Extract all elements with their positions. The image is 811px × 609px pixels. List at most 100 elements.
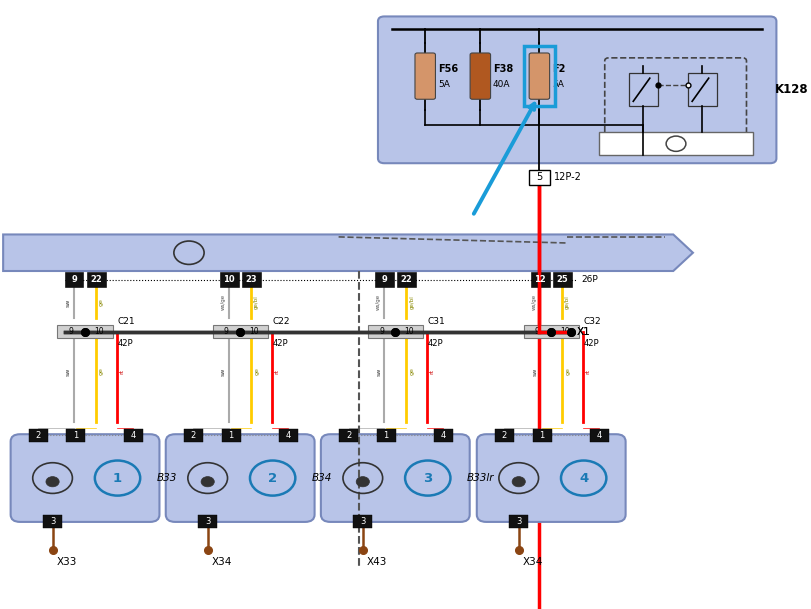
Text: 40A: 40A xyxy=(493,80,510,89)
Text: 9: 9 xyxy=(224,327,229,336)
Text: 10: 10 xyxy=(404,327,414,336)
Bar xyxy=(375,272,393,287)
Bar xyxy=(279,429,298,442)
Text: 10: 10 xyxy=(223,275,235,284)
Text: 2: 2 xyxy=(191,431,196,440)
Text: 1: 1 xyxy=(229,431,234,440)
Text: ge: ge xyxy=(565,368,570,375)
Text: 42P: 42P xyxy=(427,339,443,348)
Text: ge: ge xyxy=(99,368,104,375)
Text: C22: C22 xyxy=(272,317,290,326)
Text: 5: 5 xyxy=(536,172,543,181)
Circle shape xyxy=(356,477,370,487)
Text: X34: X34 xyxy=(522,557,543,567)
Text: 2: 2 xyxy=(502,431,507,440)
Bar xyxy=(123,429,143,442)
Text: rt: rt xyxy=(275,369,280,374)
Text: 4: 4 xyxy=(285,431,291,440)
Bar xyxy=(524,46,556,106)
Text: 3: 3 xyxy=(516,517,521,526)
Text: ws/ge: ws/ge xyxy=(221,294,226,311)
FancyBboxPatch shape xyxy=(165,434,315,522)
FancyBboxPatch shape xyxy=(321,434,470,522)
Text: K128: K128 xyxy=(775,83,809,96)
Text: 1: 1 xyxy=(113,471,122,485)
Text: sw: sw xyxy=(532,367,537,376)
Text: C31: C31 xyxy=(427,317,445,326)
Text: sw: sw xyxy=(66,298,71,306)
Bar xyxy=(198,515,217,528)
Bar xyxy=(590,429,609,442)
Text: sw: sw xyxy=(66,367,71,376)
FancyBboxPatch shape xyxy=(378,16,776,163)
Text: ge/bl: ge/bl xyxy=(254,295,260,309)
Text: ge: ge xyxy=(99,298,104,306)
Text: rt: rt xyxy=(586,369,590,374)
Text: 1: 1 xyxy=(539,431,545,440)
Text: 23: 23 xyxy=(246,275,257,284)
Text: 42P: 42P xyxy=(583,339,599,348)
Bar xyxy=(58,325,113,338)
Text: C32: C32 xyxy=(583,317,601,326)
FancyBboxPatch shape xyxy=(470,53,491,99)
Text: 9: 9 xyxy=(71,275,77,284)
Bar xyxy=(553,272,572,287)
Text: 5A: 5A xyxy=(438,80,449,89)
Text: 22: 22 xyxy=(90,275,102,284)
Text: 12: 12 xyxy=(534,275,546,284)
Text: F38: F38 xyxy=(493,64,513,74)
Bar xyxy=(689,72,717,105)
Text: B33lr: B33lr xyxy=(466,473,494,483)
Text: ws/ge: ws/ge xyxy=(376,294,381,311)
Text: ws/ge: ws/ge xyxy=(532,294,537,311)
Bar xyxy=(434,429,453,442)
Circle shape xyxy=(46,477,59,487)
Bar xyxy=(599,132,753,155)
Bar xyxy=(184,429,203,442)
Text: X34: X34 xyxy=(212,557,232,567)
Text: 9: 9 xyxy=(535,327,540,336)
FancyBboxPatch shape xyxy=(477,434,625,522)
Text: 4: 4 xyxy=(440,431,446,440)
Polygon shape xyxy=(3,234,693,271)
Bar xyxy=(524,325,579,338)
Bar xyxy=(530,272,550,287)
Bar xyxy=(67,429,85,442)
Text: 2: 2 xyxy=(346,431,351,440)
Text: ge/bl: ge/bl xyxy=(565,295,570,309)
Text: 42P: 42P xyxy=(272,339,288,348)
Bar xyxy=(509,515,528,528)
Text: 3: 3 xyxy=(205,517,210,526)
Text: X1: X1 xyxy=(577,327,591,337)
Bar xyxy=(212,325,268,338)
Text: 25: 25 xyxy=(556,275,568,284)
Text: 2: 2 xyxy=(36,431,41,440)
Text: F2: F2 xyxy=(552,64,565,74)
Bar xyxy=(242,272,260,287)
Text: ge/bl: ge/bl xyxy=(410,295,414,309)
Bar xyxy=(529,170,550,185)
Text: 2: 2 xyxy=(268,471,277,485)
Bar xyxy=(221,429,241,442)
Bar xyxy=(65,272,84,287)
Bar xyxy=(397,272,416,287)
Text: 1: 1 xyxy=(384,431,388,440)
Bar xyxy=(377,429,396,442)
Text: 1: 1 xyxy=(73,431,79,440)
Text: X43: X43 xyxy=(367,557,387,567)
Bar xyxy=(220,272,238,287)
Text: C21: C21 xyxy=(118,317,135,326)
Text: 5A: 5A xyxy=(552,80,564,89)
Bar xyxy=(339,429,358,442)
FancyBboxPatch shape xyxy=(415,53,436,99)
FancyBboxPatch shape xyxy=(529,53,550,99)
Bar xyxy=(43,515,62,528)
Text: 10: 10 xyxy=(560,327,570,336)
Text: 10: 10 xyxy=(249,327,259,336)
Text: 4: 4 xyxy=(131,431,135,440)
Text: 3: 3 xyxy=(49,517,55,526)
Text: 4: 4 xyxy=(597,431,602,440)
Bar xyxy=(533,429,551,442)
Text: 10: 10 xyxy=(94,327,104,336)
Text: 4: 4 xyxy=(579,471,588,485)
